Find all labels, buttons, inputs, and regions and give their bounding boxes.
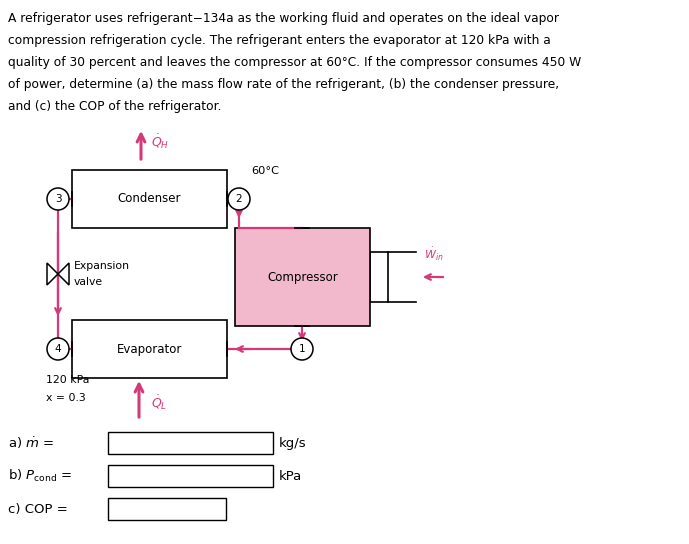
Bar bbox=[72, 320, 227, 378]
Text: compression refrigeration cycle. The refrigerant enters the evaporator at 120 kP: compression refrigeration cycle. The ref… bbox=[8, 34, 551, 47]
Text: $\dot{Q}_L$: $\dot{Q}_L$ bbox=[151, 394, 167, 412]
Circle shape bbox=[291, 338, 313, 360]
Text: 60°C: 60°C bbox=[251, 166, 279, 176]
Circle shape bbox=[228, 188, 250, 210]
Text: 2: 2 bbox=[236, 194, 243, 204]
Text: valve: valve bbox=[74, 277, 103, 287]
Text: Condenser: Condenser bbox=[118, 193, 181, 206]
Text: c) COP =: c) COP = bbox=[8, 503, 68, 516]
Text: and (c) the COP of the refrigerator.: and (c) the COP of the refrigerator. bbox=[8, 100, 221, 113]
Circle shape bbox=[47, 188, 69, 210]
Text: quality of 30 percent and leaves the compressor at 60°C. If the compressor consu: quality of 30 percent and leaves the com… bbox=[8, 56, 582, 69]
Text: Expansion: Expansion bbox=[74, 261, 130, 271]
Text: a) $\dot{m}$ =: a) $\dot{m}$ = bbox=[8, 435, 54, 451]
Bar bbox=[370, 252, 388, 302]
Text: kPa: kPa bbox=[279, 469, 302, 483]
Bar bbox=[108, 465, 273, 487]
Text: Evaporator: Evaporator bbox=[117, 343, 182, 355]
Text: kg/s: kg/s bbox=[279, 436, 307, 449]
Text: $\dot{W}_{in}$: $\dot{W}_{in}$ bbox=[424, 246, 444, 263]
Circle shape bbox=[47, 338, 69, 360]
Text: 120 kPa: 120 kPa bbox=[46, 375, 90, 385]
Text: $\dot{Q}_H$: $\dot{Q}_H$ bbox=[151, 133, 169, 151]
Polygon shape bbox=[47, 263, 58, 285]
Text: of power, determine (a) the mass flow rate of the refrigerant, (b) the condenser: of power, determine (a) the mass flow ra… bbox=[8, 78, 559, 91]
Text: A refrigerator uses refrigerant−134a as the working fluid and operates on the id: A refrigerator uses refrigerant−134a as … bbox=[8, 12, 559, 25]
Text: 1: 1 bbox=[299, 344, 305, 354]
Text: Compressor: Compressor bbox=[267, 270, 338, 283]
Bar bbox=[108, 498, 226, 520]
Bar bbox=[72, 170, 227, 228]
Text: 4: 4 bbox=[54, 344, 61, 354]
Polygon shape bbox=[58, 263, 69, 285]
Bar bbox=[235, 228, 370, 326]
Text: 3: 3 bbox=[54, 194, 61, 204]
Text: b) $P_{\mathregular{cond}}$ =: b) $P_{\mathregular{cond}}$ = bbox=[8, 468, 72, 484]
Bar bbox=[108, 432, 273, 454]
Text: x = 0.3: x = 0.3 bbox=[46, 393, 85, 403]
